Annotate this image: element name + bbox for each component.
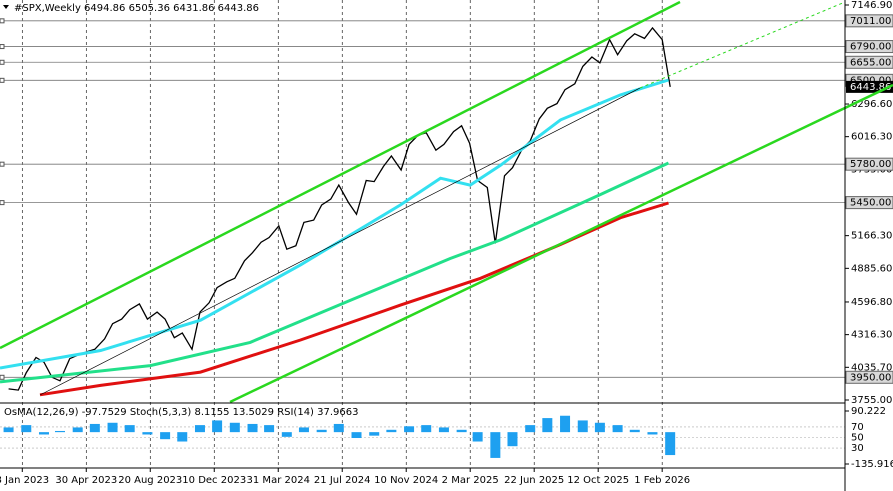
osma-bar [594,422,605,433]
osma-bar [421,425,432,433]
osma-bar [107,422,118,433]
level-handle [0,161,5,167]
y-tick-label: 3755.00 [851,395,892,406]
level-label: 6500.00 [850,75,891,86]
menu-arrow[interactable] [3,5,9,9]
osma-bar [38,432,49,435]
osc-level-label: 50 [851,433,864,444]
osma-bar [264,425,275,433]
level-box [845,40,893,54]
osma-bar [472,432,483,442]
level-label: 5450.00 [850,198,891,209]
level-box [845,157,893,171]
osma-bar [160,432,171,440]
x-tick-label: 31 Mar 2024 [247,475,310,486]
x-tick-label: 2 Mar 2025 [442,475,499,486]
osma-bar [142,432,153,435]
x-tick-label: 10 Nov 2024 [374,475,438,486]
osma-bar [212,420,223,433]
y-tick-label: 4316.30 [851,330,892,341]
x-tick-label: 21 Jul 2024 [314,475,371,486]
y-tick-label: 5166.30 [851,231,892,242]
level-handle [0,374,5,380]
oscillator-title: OsMA(12,26,9) -97.7529 Stoch(5,3,3) 8.11… [4,407,359,418]
level-box [845,370,893,384]
x-tick-label: 10 Dec 2023 [182,475,246,486]
y-tick-label: 4885.60 [851,263,892,274]
trend-line [39,87,641,396]
price-line [8,26,671,391]
osma-bar [404,426,415,433]
osma-bar [124,425,135,433]
osma-bar [89,423,100,433]
osma-bar [438,427,449,433]
x-tick-label: 12 Oct 2025 [567,475,629,486]
y-tick-label: 4596.80 [851,297,892,308]
osc-level-label: 30 [851,443,864,454]
osma-bar [577,420,588,433]
level-label: 3950.00 [850,372,891,383]
level-label: 7011.00 [850,16,891,27]
y-tick-label: 4035.70 [851,362,892,373]
osma-bar [3,427,14,433]
price-line [0,161,670,384]
trend-extension [639,1,846,89]
price-tag-label: 6443.86 [850,82,891,93]
osma-bar [665,432,676,456]
osma-bar [525,425,536,433]
osma-bar [560,415,571,433]
osma-bar [351,432,362,439]
x-tick-label: 20 Aug 2023 [118,475,182,486]
osma-bar [177,432,188,442]
level-handle [0,44,5,50]
level-box [845,196,893,210]
level-handle [0,200,5,206]
osma-bar [542,418,553,433]
osma-bar [386,429,397,433]
osma-bar [247,423,258,433]
osc-level-label: 70 [851,422,864,433]
x-tick-label: 22 Jun 2025 [504,475,564,486]
osma-bar [456,429,467,433]
level-handle [0,18,5,24]
osma-bar [54,430,65,433]
y-tick-label: 7146.90 [851,0,892,11]
osma-bar [229,422,240,433]
osma-bar [629,429,640,433]
channel-lower [229,83,893,404]
osma-bar [490,432,501,458]
osma-bar [21,425,32,433]
y-tick-label: 6296.60 [851,99,892,110]
level-label: 6790.00 [850,42,891,53]
level-label: 6655.00 [850,57,891,68]
osma-bar [369,432,380,436]
osma-bar [507,432,518,447]
price-line [39,201,669,397]
osma-bar [72,427,83,433]
level-box [845,55,893,69]
osma-bar [281,432,292,437]
x-tick-label: 1 Feb 2026 [634,475,690,486]
osc-tick-label: 90.222 [851,406,886,417]
level-box [845,14,893,28]
y-tick-label: 6016.30 [851,132,892,143]
x-tick-label: 8 Jan 2023 [0,475,49,486]
level-label: 5780.00 [850,159,891,170]
osma-bar [647,432,658,435]
osma-bar [298,427,309,433]
chart-title: #SPX,Weekly 6494.86 6505.36 6431.86 6443… [14,3,259,14]
level-handle [0,59,5,65]
channel-upper [0,0,681,350]
x-tick-label: 30 Apr 2023 [55,475,117,486]
osma-bar [316,429,327,433]
level-handle [0,77,5,83]
osma-bar [333,423,344,433]
osma-bar [612,425,623,433]
osma-bar [194,425,205,433]
